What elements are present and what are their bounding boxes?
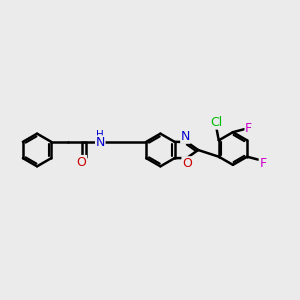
Text: F: F: [259, 157, 266, 170]
Text: N: N: [181, 130, 190, 143]
Text: Cl: Cl: [210, 116, 223, 129]
Text: F: F: [245, 122, 252, 135]
Text: N: N: [96, 136, 105, 149]
Text: O: O: [76, 155, 86, 169]
Text: H: H: [96, 130, 104, 140]
Text: O: O: [182, 157, 192, 170]
